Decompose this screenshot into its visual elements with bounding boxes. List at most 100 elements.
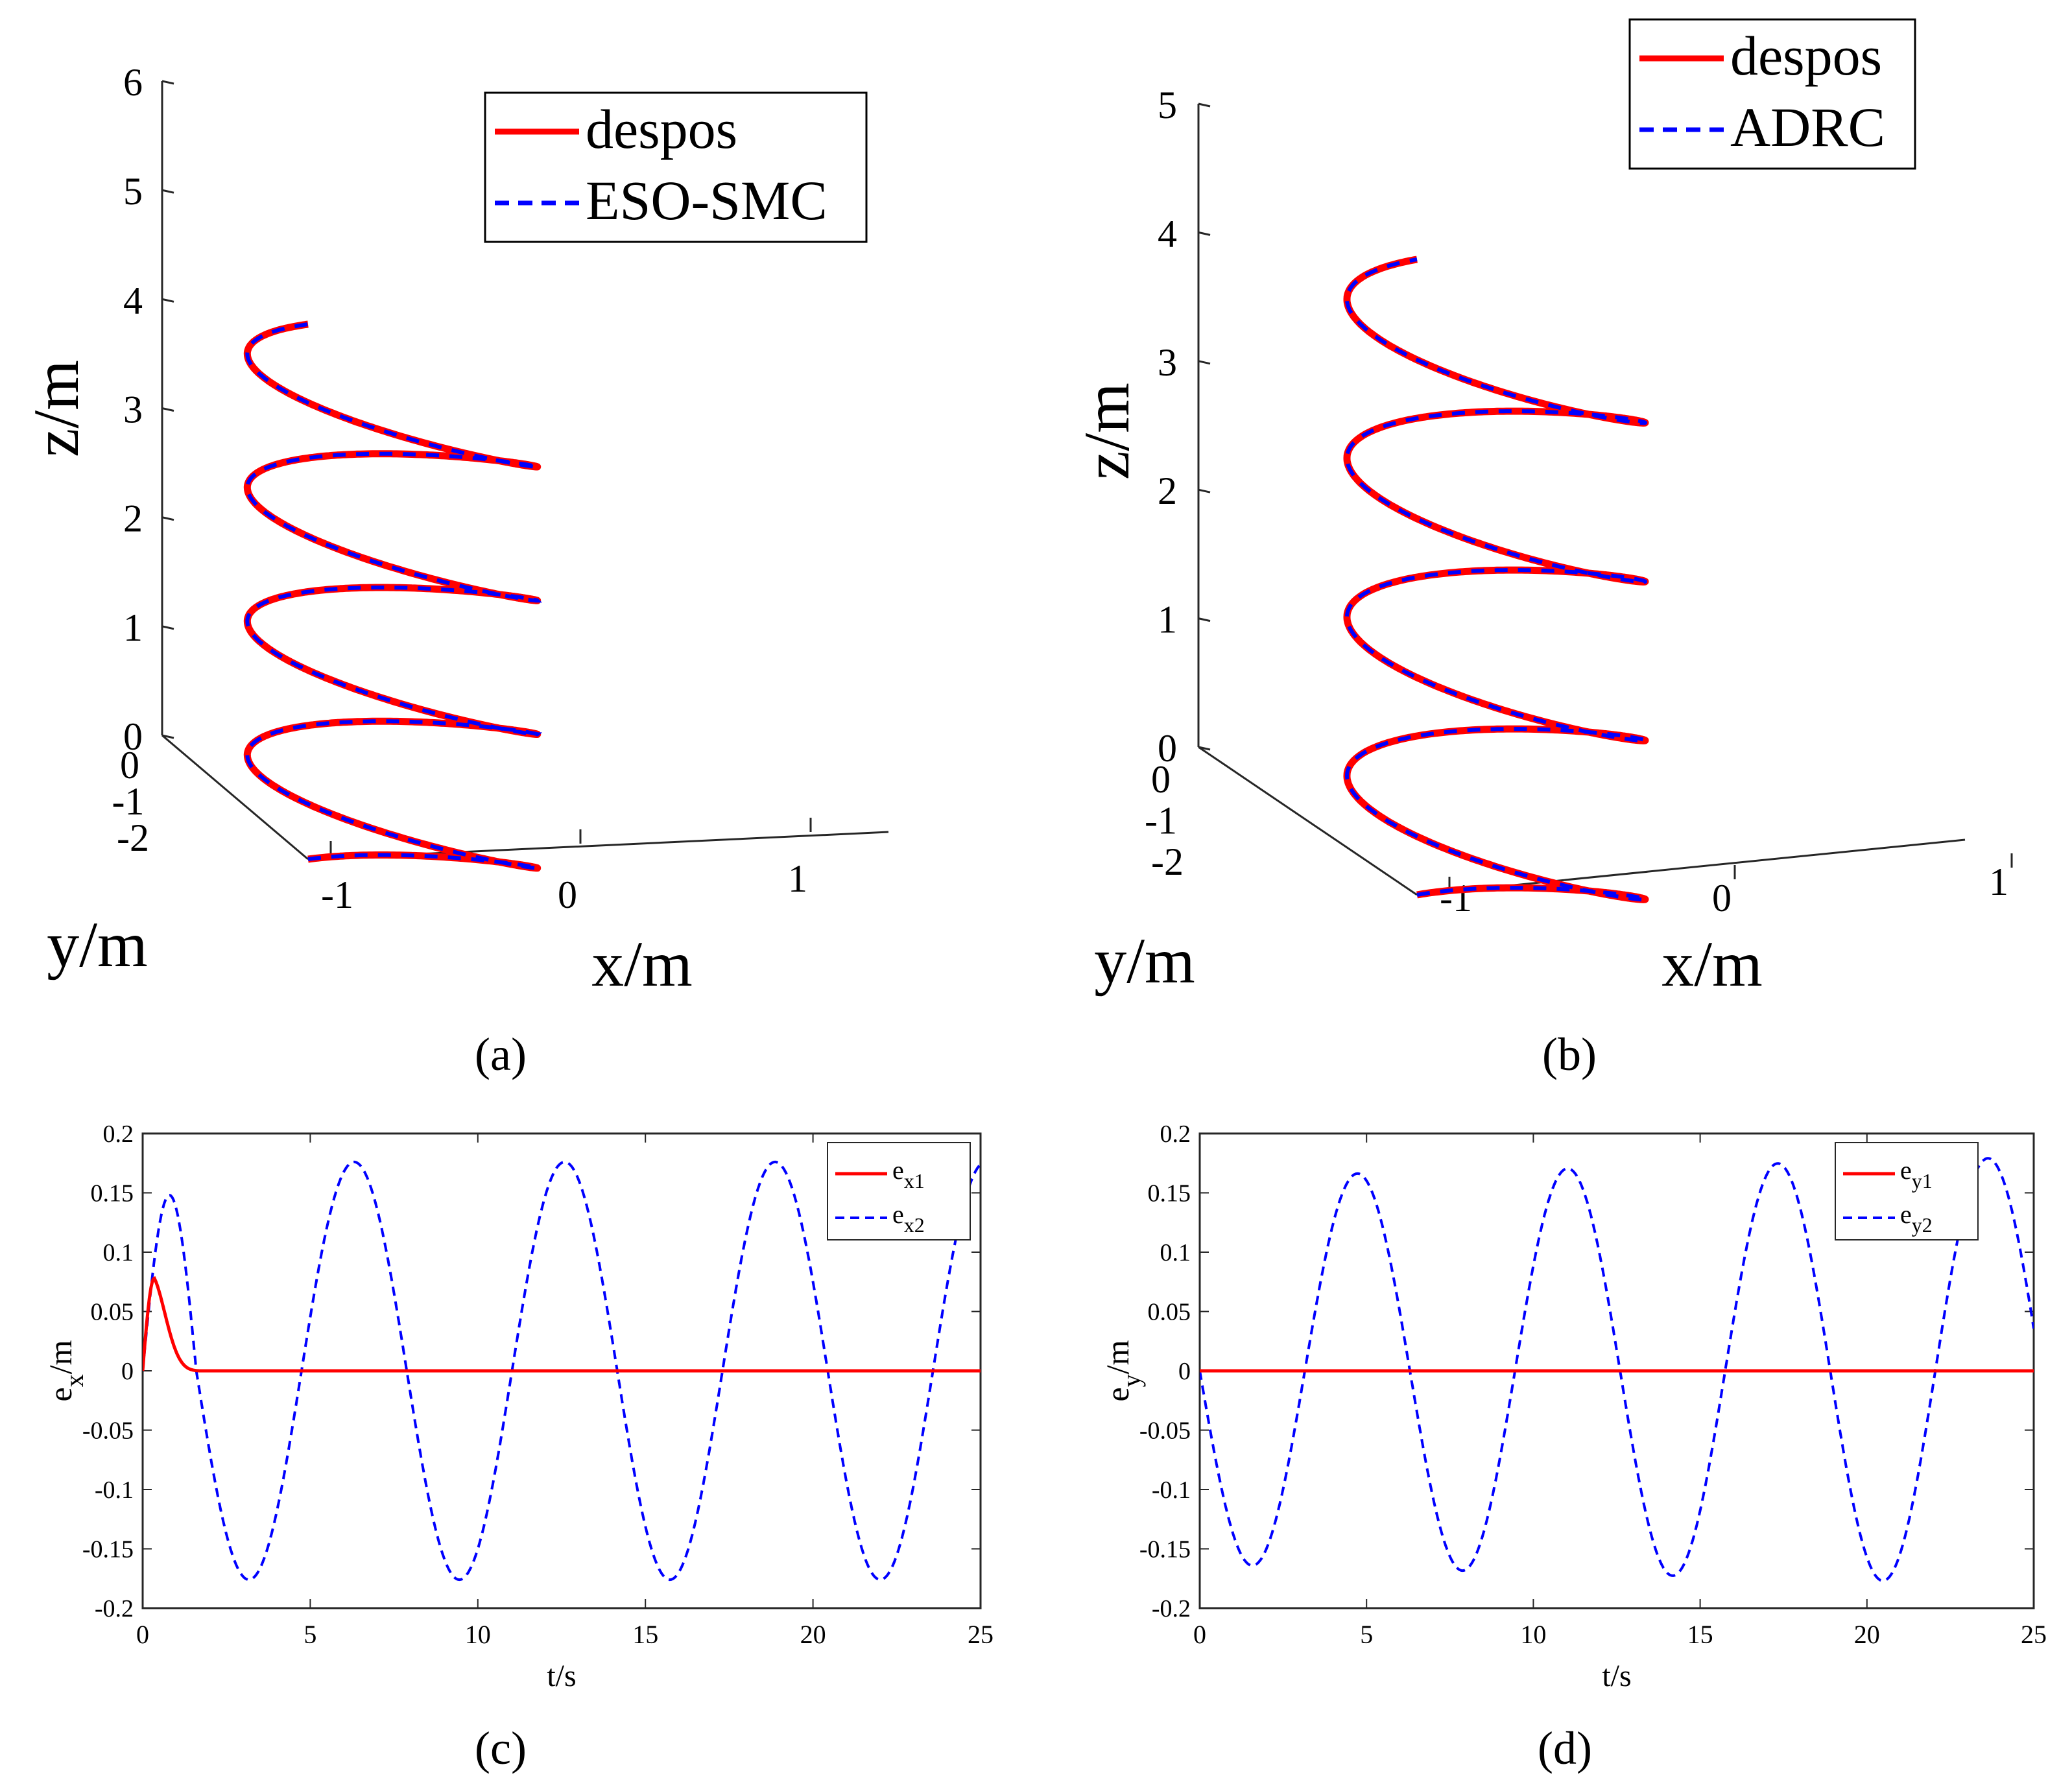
z-tick-mark [1198, 231, 1211, 236]
y-axis-label: y/m [47, 908, 148, 980]
x-tick-label: 25 [968, 1620, 994, 1649]
y-tick-label: 0.05 [91, 1299, 134, 1326]
x-tick-label: 0 [1193, 1620, 1206, 1649]
x-axis-label: x/m [591, 928, 693, 1000]
x-tick-label: 15 [1687, 1620, 1713, 1649]
x-tick-label: 20 [1854, 1620, 1880, 1649]
y-tick-label: 0 [120, 744, 139, 787]
z-tick-label: 5 [123, 170, 143, 213]
x-tick-label: 0 [1712, 877, 1732, 920]
x-tick-label: 15 [632, 1620, 658, 1649]
x-axis-label: t/s [547, 1659, 576, 1693]
y-axis-label-sub: y [1117, 1374, 1146, 1387]
legend-label-main: e [1900, 1156, 1912, 1185]
x-tick-label: 25 [2021, 1620, 2047, 1649]
y-tick-label: -0.05 [1139, 1418, 1191, 1445]
legend-box [1628, 18, 1916, 170]
z-tick-mark [161, 189, 174, 194]
z-tick-mark [161, 407, 174, 412]
legend-box [484, 91, 868, 243]
series-e_x2-line [143, 1160, 981, 1582]
y-tick-label: -0.2 [95, 1595, 134, 1622]
legend-label-ESO-SMC: ESO-SMC [586, 169, 828, 231]
z-tick-mark [1198, 746, 1211, 751]
y-axis-line [1198, 746, 1418, 896]
z-tick-label: 1 [1158, 599, 1177, 641]
y-tick-label: -2 [1151, 840, 1184, 883]
legend-label-despos: despos [586, 98, 737, 160]
z-tick-mark [1198, 617, 1211, 623]
y-tick-label: -0.15 [82, 1536, 134, 1563]
legend-label-e_x2: ex2 [892, 1200, 925, 1237]
y-tick-label: 0 [1178, 1358, 1191, 1385]
y-axis-label: ey/m [1099, 1340, 1146, 1401]
z-tick-mark [161, 734, 174, 739]
legend-label-despos: despos [1730, 25, 1882, 87]
z-tick-mark [161, 80, 174, 85]
x-axis-label: t/s [1602, 1659, 1631, 1693]
y-tick-label: 0.1 [103, 1239, 134, 1266]
legend-label-e_y1: ey1 [1900, 1156, 1933, 1193]
legend-label-main: e [892, 1200, 904, 1229]
y-axis-label: ex/m [42, 1340, 89, 1401]
x-axis-label: x/m [1661, 928, 1763, 1000]
y-axis-label-unit: /m [1099, 1340, 1136, 1374]
z-tick-label: 3 [1158, 341, 1177, 384]
z-tick-label: 0 [123, 715, 143, 758]
legend-label-e_y2: ey2 [1900, 1200, 1933, 1237]
x-tick-label: 1 [1989, 860, 2008, 903]
series-despos-line [1343, 255, 1649, 903]
series-ADRC-line [1345, 257, 1647, 902]
y-tick-label: 0.2 [1160, 1121, 1191, 1148]
legend-box [1835, 1142, 1979, 1240]
z-tick-label: 2 [123, 497, 143, 540]
legend-box [827, 1142, 971, 1240]
z-tick-label: 1 [123, 606, 143, 649]
y-tick-label: -1 [1145, 800, 1177, 842]
y-tick-label: 0.2 [103, 1121, 134, 1148]
subfigure-label: (b) [1542, 1028, 1597, 1080]
y-tick-label: -0.15 [1139, 1536, 1191, 1563]
legend-label-sub: x1 [904, 1169, 925, 1193]
x-tick-label: 10 [1520, 1620, 1546, 1649]
y-tick-label: -2 [117, 816, 149, 859]
x-tick-label: -1 [1440, 877, 1472, 920]
series-e_x1-line [143, 1276, 981, 1373]
y-axis-label-main: e [42, 1387, 78, 1401]
x-tick-label: 0 [558, 873, 577, 916]
x-tick-label: 5 [304, 1620, 316, 1649]
legend-label-main: e [892, 1156, 904, 1185]
y-tick-label: 0.15 [1148, 1180, 1191, 1207]
panel-d: 0 5 10 15 20 25 -0.2 -0.15 -0.1 -0.05 0 0.05 0.1 0.15… [1099, 1121, 2047, 1774]
y-tick-label: 0.05 [1148, 1299, 1191, 1326]
legend-label-sub: y1 [1912, 1169, 1933, 1193]
y-tick-label: -0.1 [95, 1477, 134, 1504]
y-tick-label: 0 [1151, 758, 1171, 801]
legend: despos ESO-SMC [484, 91, 868, 243]
y-axis-label-unit: /m [42, 1340, 78, 1374]
y-tick-label: 0 [121, 1358, 134, 1385]
legend: despos ADRC [1628, 18, 1916, 170]
y-axis-label-sub: x [60, 1374, 89, 1387]
subfigure-label: (a) [475, 1028, 527, 1080]
y-tick-label: -1 [112, 780, 145, 823]
legend-label-main: e [1900, 1200, 1912, 1229]
z-tick-label: 0 [1158, 727, 1177, 770]
y-axis-label: y/m [1094, 925, 1195, 997]
z-tick-mark [161, 625, 174, 630]
legend-label-ADRC: ADRC [1730, 96, 1885, 158]
z-axis-label: z/m [20, 360, 92, 457]
axes-3d [1197, 104, 1966, 896]
z-tick-mark [161, 298, 174, 303]
z-tick-label: 2 [1158, 469, 1177, 512]
z-tick-mark [1198, 102, 1211, 108]
z-tick-mark [1198, 360, 1211, 365]
legend-label-sub: x2 [904, 1213, 925, 1237]
z-tick-label: 5 [1158, 84, 1177, 126]
legend-label-sub: y2 [1912, 1213, 1933, 1237]
